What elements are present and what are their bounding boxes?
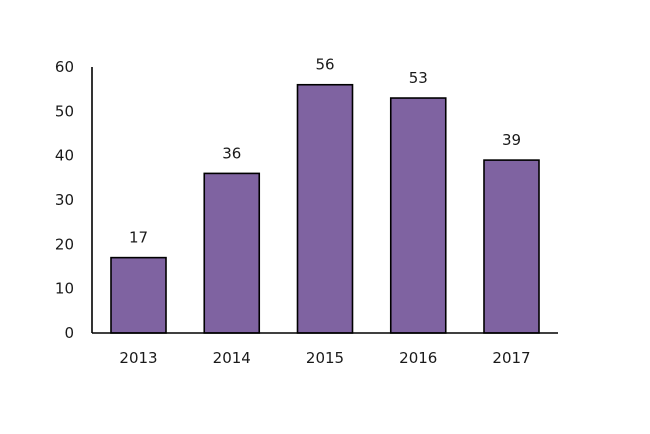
y-tick-label: 20 — [55, 235, 74, 253]
y-tick-label: 0 — [64, 324, 74, 342]
bar-2017 — [483, 159, 540, 334]
x-category-label: 2013 — [119, 349, 157, 367]
data-label-2017: 39 — [502, 131, 521, 149]
bar-2013 — [110, 256, 167, 334]
data-label-2015: 56 — [315, 56, 334, 74]
y-tick-label: 40 — [55, 147, 74, 165]
x-category-label: 2015 — [306, 349, 344, 367]
y-axis-ticks: 0 10 20 30 40 50 60 — [55, 58, 74, 342]
y-tick-label: 60 — [55, 58, 74, 76]
x-category-label: 2016 — [399, 349, 437, 367]
y-tick-label: 30 — [55, 191, 74, 209]
data-label-2013: 17 — [129, 229, 148, 247]
bar-2014 — [203, 172, 261, 334]
bar-2016 — [389, 97, 447, 334]
bar-2015 — [296, 83, 354, 334]
y-tick-label: 10 — [55, 280, 74, 298]
data-label-2014: 36 — [222, 144, 241, 162]
data-labels-group: 17 36 56 53 39 — [129, 56, 521, 247]
x-category-label: 2014 — [213, 349, 251, 367]
x-axis-labels: 2013 2014 2015 2016 2017 — [119, 349, 530, 367]
x-category-label: 2017 — [492, 349, 530, 367]
bars-group — [110, 83, 540, 334]
data-label-2016: 53 — [409, 69, 428, 87]
y-tick-label: 50 — [55, 102, 74, 120]
